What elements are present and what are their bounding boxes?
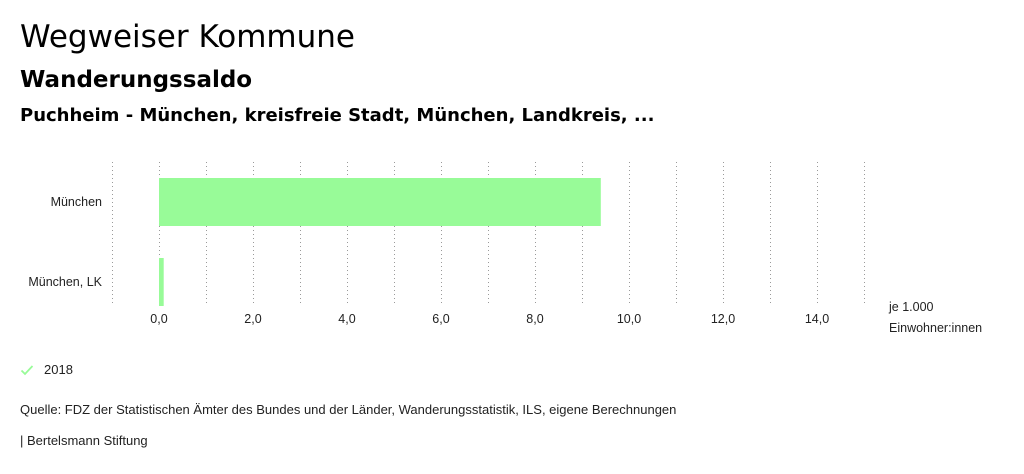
source-note: Quelle: FDZ der Statistischen Ämter des … <box>20 402 677 417</box>
page-title: Wegweiser Kommune <box>20 19 355 55</box>
tick-label: 4,0 <box>338 312 355 326</box>
region-label: Puchheim - München, kreisfreie Stadt, Mü… <box>20 105 655 126</box>
category-label: München, LK <box>28 275 102 289</box>
category-label: München <box>51 195 102 209</box>
legend[interactable]: 2018 <box>20 362 73 377</box>
checkmark-icon <box>20 364 34 375</box>
tick-label: 12,0 <box>711 312 735 326</box>
tick-label: 14,0 <box>805 312 829 326</box>
tick-label: 2,0 <box>244 312 261 326</box>
bar <box>159 178 601 226</box>
tick-label: 8,0 <box>526 312 543 326</box>
unit-label: Einwohner:innen <box>889 321 982 335</box>
tick-label: 6,0 <box>432 312 449 326</box>
credit-note: | Bertelsmann Stiftung <box>20 433 148 448</box>
bar <box>159 258 164 306</box>
tick-label: 0,0 <box>150 312 167 326</box>
bar-chart: München München, LK 0,0 2,0 4,0 6,0 8,0 10,0 12,… <box>28 162 982 335</box>
unit-label: je 1.000 <box>888 300 934 314</box>
chart-subtitle: Wanderungssaldo <box>20 67 253 93</box>
tick-label: 10,0 <box>617 312 641 326</box>
legend-label-2018: 2018 <box>44 362 73 377</box>
